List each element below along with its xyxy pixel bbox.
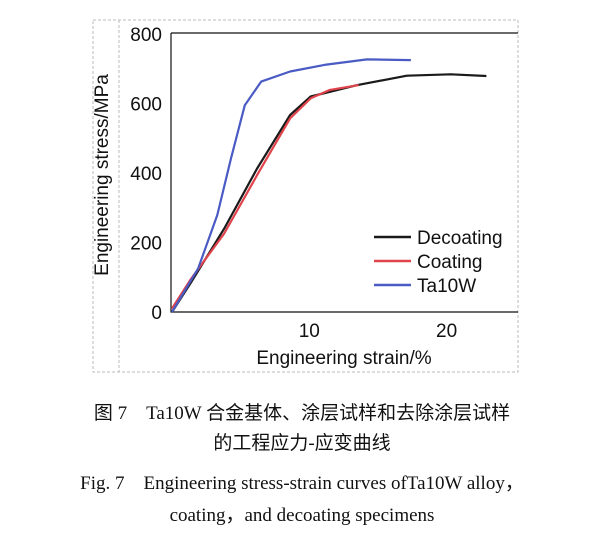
plot-frame: [170, 32, 518, 313]
x-tick-label: 10: [299, 321, 320, 342]
stress-strain-chart: 0 200 400 600 800 10 20 Decoating Coating Ta10W E…: [92, 19, 519, 373]
legend-label: Ta10W: [417, 276, 476, 297]
caption-cn-line2: 的工程应力-应变曲线: [213, 433, 391, 454]
caption-cn-line1: 图 7 Ta10W 合金基体、涂层试样和去除涂层试样: [93, 403, 511, 424]
y-tick-label: 200: [130, 234, 162, 255]
series-line-ta10w: [171, 58, 411, 313]
legend-label: Coating: [417, 252, 483, 273]
y-tick-label: 400: [130, 164, 162, 185]
x-tick-label: 20: [436, 321, 457, 342]
x-axis-label: Engineering strain/%: [256, 348, 431, 369]
legend-label: Decoating: [417, 228, 503, 249]
figure-border: [92, 19, 519, 373]
caption-en-line1: Fig. 7 Engineering stress-strain curves …: [80, 473, 524, 494]
y-tick-label: 600: [130, 95, 162, 116]
y-axis-label: Engineering stress/MPa: [92, 74, 113, 276]
caption-en-line2: coating，and decoating specimens: [169, 505, 435, 526]
y-tick-label: 800: [130, 25, 162, 46]
series-line-coating: [171, 84, 359, 310]
y-tick-label: 0: [151, 303, 162, 324]
